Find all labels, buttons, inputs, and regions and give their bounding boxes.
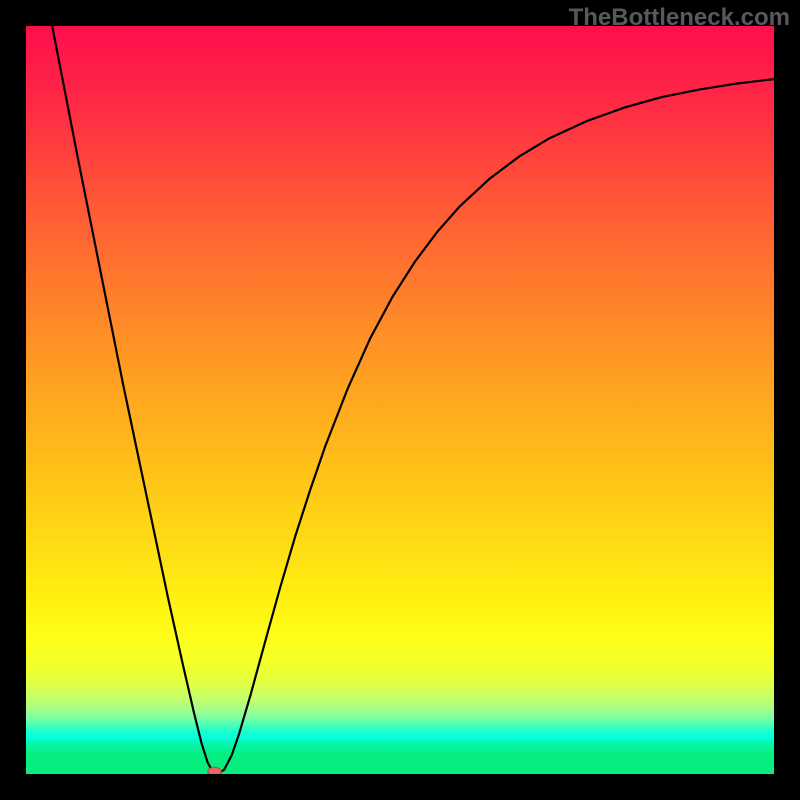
bottleneck-curve-chart: [0, 0, 800, 800]
chart-container: TheBottleneck.com: [0, 0, 800, 800]
optimal-point-marker: [208, 767, 221, 775]
gradient-background: [26, 26, 774, 774]
